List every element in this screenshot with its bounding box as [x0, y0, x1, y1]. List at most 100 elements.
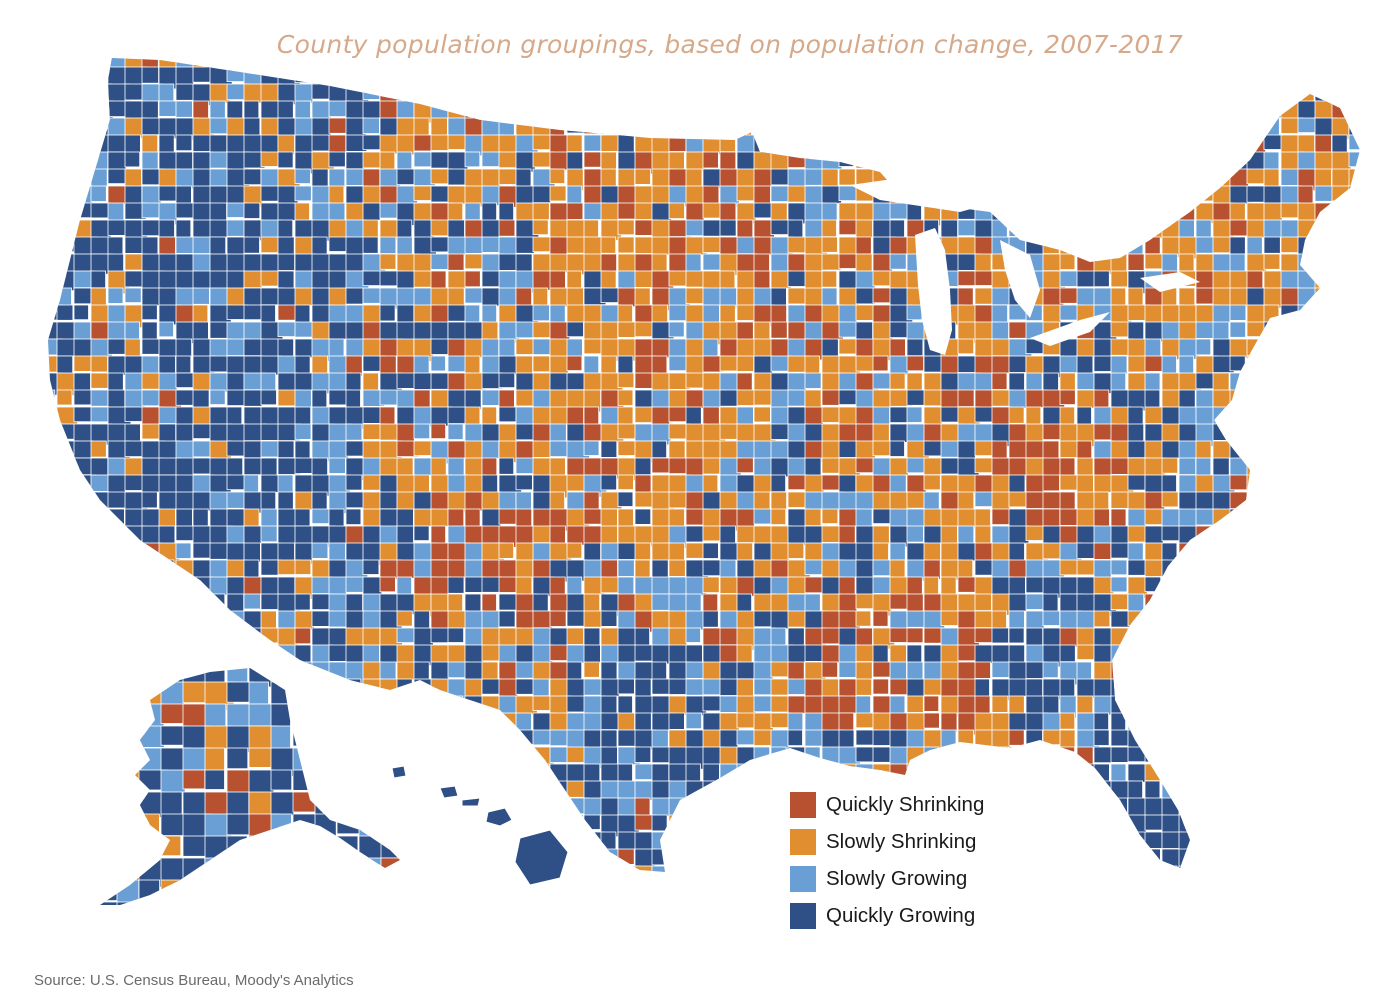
county-cell: [90, 355, 109, 373]
county-cell: [1178, 355, 1195, 376]
county-cell: [447, 423, 464, 441]
county-cell: [634, 695, 654, 715]
county-cell: [175, 202, 195, 219]
county-cell: [1212, 831, 1234, 849]
county-cell: [906, 389, 927, 406]
county-cell: [73, 865, 94, 872]
county-cell: [498, 644, 518, 664]
county-cell: [1042, 797, 1059, 816]
county-cell: [549, 491, 566, 511]
county-cell: [107, 712, 129, 737]
county-cell: [277, 202, 297, 221]
county-cell: [116, 681, 146, 712]
county-cell: [940, 117, 960, 140]
county-cell: [481, 83, 500, 107]
county-cell: [1161, 83, 1183, 100]
county-cell: [498, 508, 519, 525]
county-cell: [770, 287, 787, 308]
county-cell: [100, 725, 123, 756]
county-cell: [1127, 117, 1151, 139]
county-cell: [56, 219, 76, 236]
county-cell: [1263, 474, 1283, 497]
county-cell: [56, 712, 73, 729]
county-cell: [668, 134, 687, 152]
county-cell: [1280, 219, 1301, 239]
county-cell: [940, 406, 959, 423]
county-cell: [413, 66, 434, 83]
county-cell: [991, 729, 1011, 749]
county-cell: [447, 576, 465, 594]
county-cell: [685, 58, 704, 68]
county-cell: [243, 440, 263, 459]
county-cell: [1246, 627, 1263, 646]
county-cell: [403, 814, 423, 840]
county-cell: [957, 58, 979, 66]
county-cell: [192, 134, 211, 152]
county-cell: [396, 117, 416, 137]
county-cell: [1263, 610, 1281, 628]
county-cell: [685, 627, 701, 643]
county-cell: [634, 746, 652, 763]
county-cell: [1212, 712, 1236, 734]
county-cell: [634, 763, 654, 781]
county-cell: [292, 879, 318, 905]
county-cell: [889, 542, 906, 561]
county-cell: [1280, 610, 1302, 632]
county-cell: [431, 883, 453, 901]
county-cell: [719, 117, 740, 137]
county-cell: [1314, 389, 1337, 407]
county-cell: [56, 593, 74, 616]
county-cell: [358, 901, 380, 905]
county-cell: [380, 791, 400, 816]
county-cell: [1008, 729, 1025, 746]
county-cell: [175, 236, 196, 254]
county-cell: [702, 338, 719, 357]
county-cell: [1059, 185, 1077, 210]
county-cell: [277, 66, 301, 87]
county-cell: [719, 83, 741, 106]
county-cell: [73, 678, 97, 703]
county-cell: [1008, 593, 1027, 612]
county-cell: [872, 58, 890, 68]
county-cell: [498, 610, 516, 628]
county-cell: [1212, 542, 1231, 559]
county-cell: [855, 627, 873, 647]
county-cell: [1025, 814, 1049, 832]
county-cell: [668, 66, 688, 83]
county-cell: [141, 576, 164, 595]
county-cell: [991, 559, 1012, 579]
county-cell: [821, 372, 842, 391]
county-cell: [336, 725, 363, 752]
county-cell: [872, 542, 889, 562]
county-cell: [48, 525, 60, 545]
county-cell: [90, 559, 112, 577]
county-cell: [175, 338, 193, 358]
county-cell: [702, 865, 724, 872]
county-cell: [1314, 627, 1338, 650]
county-cell: [1280, 338, 1302, 362]
county-cell: [787, 491, 807, 508]
county-cell: [566, 58, 583, 67]
county-cell: [1314, 236, 1334, 258]
county-cell: [583, 168, 603, 189]
county-cell: [651, 831, 673, 852]
county-cell: [515, 100, 538, 124]
county-cell: [1280, 525, 1298, 542]
county-cell: [48, 610, 59, 632]
county-cell: [940, 763, 962, 781]
county-cell: [991, 627, 1010, 644]
county-cell: [617, 865, 641, 872]
county-cell: [292, 835, 318, 863]
county-cell: [1314, 576, 1331, 593]
county-cell: [1178, 627, 1200, 644]
county-cell: [175, 559, 196, 577]
county-cell: [90, 202, 111, 219]
county-cell: [1263, 831, 1283, 849]
county-cell: [940, 219, 959, 240]
county-cell: [413, 610, 431, 631]
county-cell: [176, 883, 192, 905]
county-cell: [1059, 780, 1077, 802]
county-cell: [1229, 678, 1247, 697]
county-cell: [1178, 610, 1197, 631]
county-cell: [940, 134, 964, 157]
